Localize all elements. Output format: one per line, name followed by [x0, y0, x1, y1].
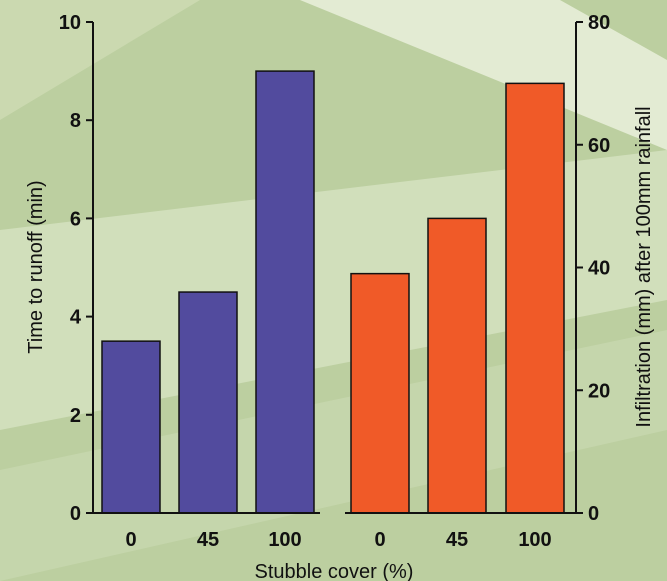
- left-bar-0: [101, 340, 161, 514]
- x-tick-label: 45: [197, 529, 219, 551]
- right-bar-100: [505, 82, 565, 514]
- x-tick-label: 0: [374, 529, 385, 551]
- right-bar-45: [427, 217, 487, 514]
- background-band: [0, 330, 667, 581]
- left-axis-title: Time to runoff (min): [25, 180, 47, 353]
- x-tick-label: 100: [268, 529, 301, 551]
- left-y-tick-label: 10: [59, 12, 81, 34]
- left-y-tick-label: 6: [70, 208, 81, 230]
- left-y-tick-label: 8: [70, 110, 81, 132]
- left-y-tick-label: 4: [70, 307, 82, 329]
- left-bar-100: [255, 70, 315, 514]
- background-band: [0, 150, 667, 430]
- right-axis-title: Infiltration (mm) after 100mm rainfall: [633, 106, 655, 427]
- right-y-tick-label: 80: [588, 12, 610, 34]
- right-y-tick-label: 60: [588, 135, 610, 157]
- x-tick-label: 45: [446, 529, 468, 551]
- left-bar-45: [178, 291, 238, 514]
- x-axis-title: Stubble cover (%): [255, 561, 414, 581]
- background-band: [0, 0, 200, 120]
- right-bar-0: [350, 272, 410, 514]
- x-tick-label: 100: [518, 529, 551, 551]
- left-y-tick-label: 2: [70, 405, 81, 427]
- right-y-tick-label: 20: [588, 380, 610, 402]
- x-tick-label: 0: [125, 529, 136, 551]
- right-y-tick-label: 0: [588, 503, 599, 525]
- left-y-tick-label: 0: [70, 503, 81, 525]
- right-y-tick-label: 40: [588, 258, 610, 280]
